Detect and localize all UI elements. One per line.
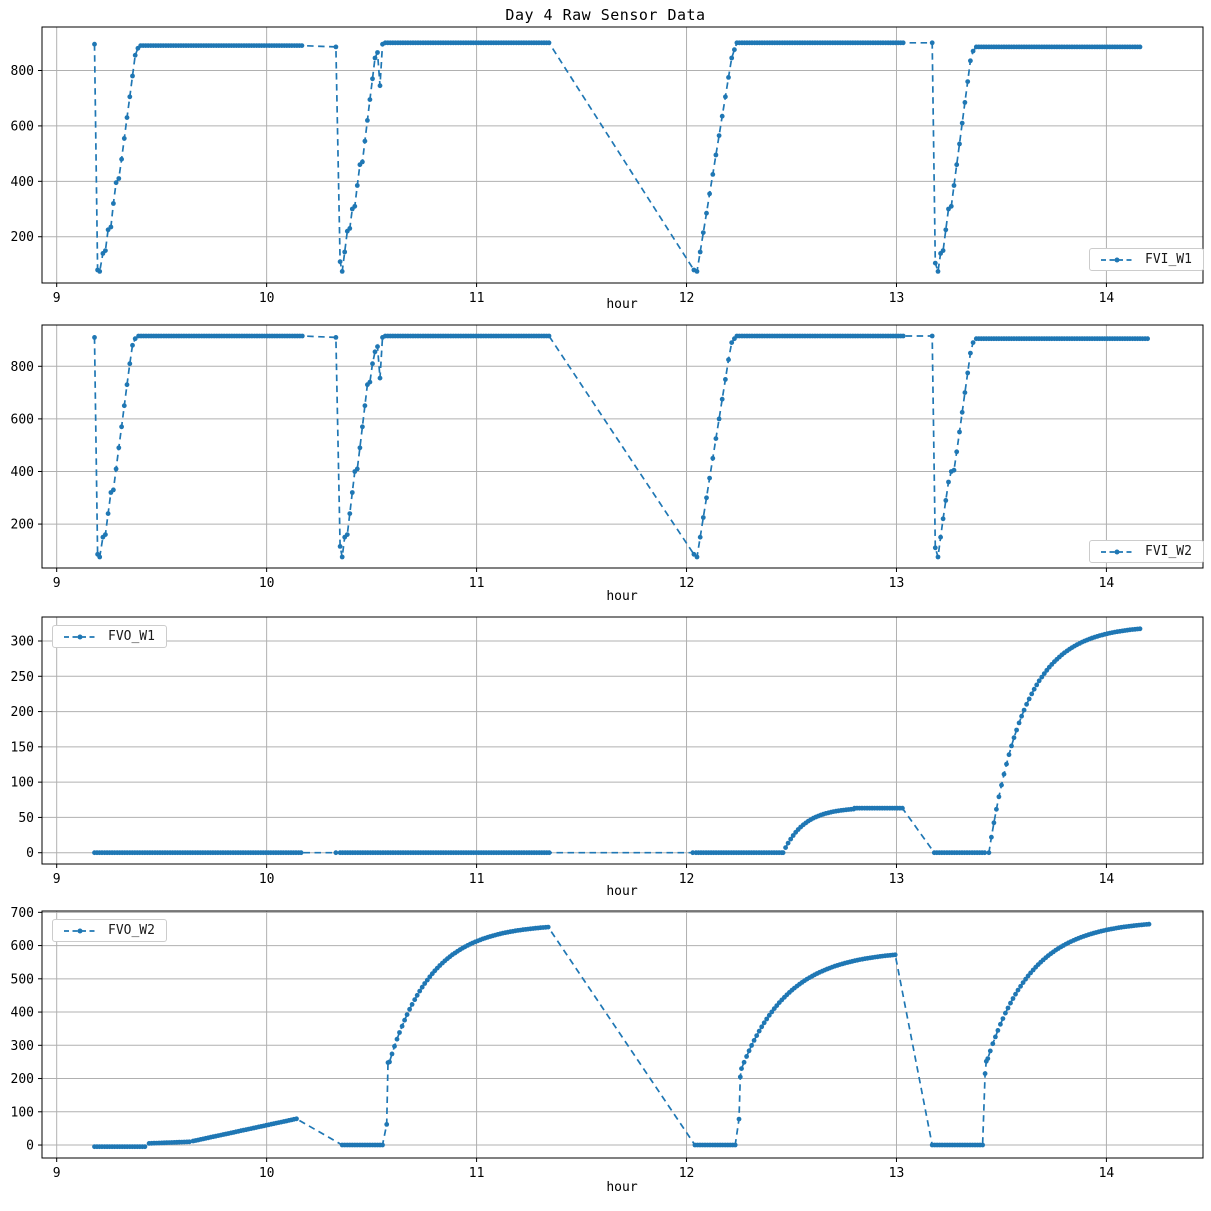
xlabel-hour-subplot1: hour <box>606 297 638 312</box>
tick-marks <box>38 365 1107 572</box>
x-tick-label: 14 <box>1099 872 1115 887</box>
y-tick-label: 400 <box>11 175 34 190</box>
tick-labels: 9 10 11 12 13 14 0 50 100 150 200 250 300 <box>11 634 1115 887</box>
x-tick-label: 11 <box>469 576 485 591</box>
x-tick-label: 9 <box>53 872 61 887</box>
gridlines <box>42 911 1203 1158</box>
tick-labels: 9 10 11 12 13 14 200 400 600 800 <box>11 360 1115 591</box>
x-tick-label: 13 <box>889 1166 905 1181</box>
legend-fvo-w2: FVO_W2 <box>52 919 167 942</box>
x-tick-label: 13 <box>889 576 905 591</box>
tick-marks <box>38 911 1107 1162</box>
x-tick-label: 12 <box>679 291 695 306</box>
y-tick-label: 800 <box>11 360 34 375</box>
legend-fvi-w2: FVI_W2 <box>1089 540 1204 563</box>
y-tick-label: 800 <box>11 64 34 79</box>
x-tick-label: 10 <box>259 291 275 306</box>
x-tick-label: 13 <box>889 872 905 887</box>
tick-marks <box>38 640 1107 868</box>
xlabel-hour-subplot3: hour <box>606 884 638 899</box>
y-tick-label: 200 <box>11 1072 34 1087</box>
x-tick-label: 9 <box>53 291 61 306</box>
x-tick-label: 10 <box>259 1166 275 1181</box>
y-tick-label: 0 <box>26 1139 34 1154</box>
legend-fvi-w1: FVI_W1 <box>1089 248 1204 271</box>
y-tick-label: 400 <box>11 1006 34 1021</box>
y-tick-label: 600 <box>11 119 34 134</box>
plot-border <box>41 910 1204 1159</box>
subplot-1: 9 10 11 12 13 14 200 400 600 800 <box>11 26 1204 306</box>
x-tick-label: 12 <box>679 576 695 591</box>
series-markers <box>92 921 1152 1150</box>
x-tick-label: 10 <box>259 576 275 591</box>
y-tick-label: 200 <box>11 705 34 720</box>
y-tick-label: 50 <box>18 811 34 826</box>
y-tick-label: 300 <box>11 634 34 649</box>
legend-label: FVO_W2 <box>108 923 155 938</box>
legend-line-sample <box>64 634 96 639</box>
y-tick-label: 400 <box>11 465 34 480</box>
series-markers <box>92 40 1143 274</box>
x-tick-label: 11 <box>469 1166 485 1181</box>
x-tick-label: 9 <box>53 1166 61 1181</box>
gridlines <box>42 27 1203 283</box>
series-markers <box>92 626 1143 856</box>
x-tick-label: 13 <box>889 291 905 306</box>
y-tick-label: 200 <box>11 518 34 533</box>
x-tick-label: 12 <box>679 1166 695 1181</box>
x-tick-label: 12 <box>679 872 695 887</box>
xlabel-hour-subplot2: hour <box>606 589 638 604</box>
legend-fvo-w1: FVO_W1 <box>52 625 167 648</box>
tick-labels: 9 10 11 12 13 14 200 400 600 800 <box>11 64 1115 306</box>
y-tick-label: 250 <box>11 670 34 685</box>
x-tick-label: 14 <box>1099 576 1115 591</box>
subplot-4: 9 10 11 12 13 14 0 100 200 300 400 500 600 700 <box>11 906 1204 1181</box>
series-markers <box>92 333 1150 560</box>
plot-border <box>41 26 1204 284</box>
y-tick-label: 700 <box>11 906 34 921</box>
xlabel-hour-subplot4: hour <box>606 1180 638 1195</box>
series-line <box>94 627 1141 854</box>
y-tick-label: 100 <box>11 1105 34 1120</box>
legend-line-sample <box>64 928 96 933</box>
figure-title: Day 4 Raw Sensor Data <box>505 6 706 24</box>
subplot-2: 9 10 11 12 13 14 200 400 600 800 <box>11 324 1204 591</box>
gridlines <box>42 617 1203 864</box>
y-tick-label: 0 <box>26 846 34 861</box>
x-tick-label: 11 <box>469 291 485 306</box>
y-tick-label: 300 <box>11 1039 34 1054</box>
plot-border <box>41 324 1204 569</box>
x-tick-label: 10 <box>259 872 275 887</box>
x-tick-label: 9 <box>53 576 61 591</box>
y-tick-label: 150 <box>11 740 34 755</box>
tick-labels: 9 10 11 12 13 14 0 100 200 300 400 500 600 700 <box>11 906 1115 1181</box>
legend-line-sample <box>1101 257 1133 262</box>
plot-border <box>41 616 1204 865</box>
legend-label: FVI_W2 <box>1145 544 1192 559</box>
x-tick-label: 14 <box>1099 291 1115 306</box>
gridlines <box>42 325 1203 568</box>
y-tick-label: 600 <box>11 412 34 427</box>
legend-label: FVI_W1 <box>1145 252 1192 267</box>
subplot-3: 9 10 11 12 13 14 0 50 100 150 200 250 300 <box>11 616 1204 887</box>
y-tick-label: 500 <box>11 972 34 987</box>
legend-line-sample <box>1101 549 1133 554</box>
legend-label: FVO_W1 <box>108 629 155 644</box>
y-tick-label: 600 <box>11 939 34 954</box>
series-line <box>94 923 1150 1148</box>
x-tick-label: 11 <box>469 872 485 887</box>
y-tick-label: 200 <box>11 230 34 245</box>
tick-marks <box>38 69 1107 287</box>
y-tick-label: 100 <box>11 776 34 791</box>
x-tick-label: 14 <box>1099 1166 1115 1181</box>
